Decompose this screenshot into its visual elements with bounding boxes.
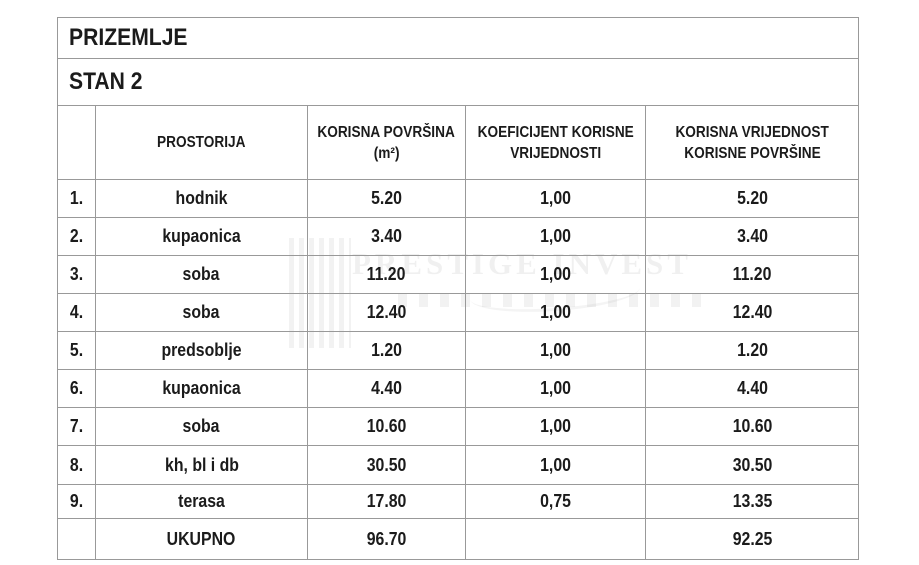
- row-index: 4.: [57, 293, 96, 332]
- row-value: 10.60: [644, 407, 860, 446]
- unit-title-cell: STAN 2: [56, 58, 860, 106]
- floor-title-cell: PRIZEMLJE: [56, 17, 860, 59]
- table-row: 8. kh, bl i db 30.50 1,00 30.50: [57, 445, 860, 485]
- floor-title: PRIZEMLJE: [69, 24, 188, 51]
- row-room: kupaonica: [95, 217, 308, 256]
- row-index: 2.: [57, 217, 96, 256]
- total-row: UKUPNO 96.70 92.25: [57, 518, 860, 560]
- row-index: 1.: [57, 179, 96, 218]
- row-coefficient: 1,00: [465, 293, 646, 332]
- table-row: 1. hodnik 5.20 1,00 5.20: [57, 179, 860, 218]
- table-row: 2. kupaonica 3.40 1,00 3.40: [57, 217, 860, 256]
- row-area: 30.50: [307, 445, 466, 485]
- col-header-value: KORISNA VRIJEDNOST KORISNE POVRŠINE: [644, 105, 860, 180]
- row-room: hodnik: [95, 179, 308, 218]
- total-label: UKUPNO: [95, 518, 308, 560]
- row-room: kupaonica: [95, 369, 308, 408]
- row-value: 13.35: [644, 484, 860, 519]
- row-coefficient: 1,00: [465, 331, 646, 370]
- row-value: 3.40: [644, 217, 860, 256]
- area-table: PRIZEMLJE STAN 2 PROSTORIJA KORISNA POVR…: [56, 17, 860, 560]
- col-header-coefficient: KOEFICIJENT KORISNE VRIJEDNOSTI: [465, 105, 646, 180]
- row-index: 7.: [57, 407, 96, 446]
- table-row: 5. predsoblje 1.20 1,00 1.20: [57, 331, 860, 370]
- table-row: 9. terasa 17.80 0,75 13.35: [57, 484, 860, 519]
- row-area: 3.40: [307, 217, 466, 256]
- row-coefficient: 1,00: [465, 407, 646, 446]
- table-row: 3. soba 11.20 1,00 11.20: [57, 255, 860, 294]
- row-coefficient: 1,00: [465, 179, 646, 218]
- floor-title-row: PRIZEMLJE: [56, 17, 860, 59]
- unit-title: STAN 2: [69, 68, 143, 95]
- row-coefficient: 1,00: [465, 255, 646, 294]
- row-coefficient: 1,00: [465, 445, 646, 485]
- row-room: soba: [95, 293, 308, 332]
- column-header-row: PROSTORIJA KORISNA POVRŠINA (m²) KOEFICI…: [57, 105, 860, 180]
- row-area: 5.20: [307, 179, 466, 218]
- row-value: 30.50: [644, 445, 860, 485]
- col-header-room: PROSTORIJA: [95, 105, 308, 180]
- table-row: 6. kupaonica 4.40 1,00 4.40: [57, 369, 860, 408]
- row-room: kh, bl i db: [95, 445, 308, 485]
- row-index: 9.: [57, 484, 96, 519]
- col-header-area: KORISNA POVRŠINA (m²): [307, 105, 466, 180]
- row-coefficient: 1,00: [465, 369, 646, 408]
- row-index: 6.: [57, 369, 96, 408]
- row-index: 8.: [57, 445, 96, 485]
- total-index-cell: [57, 518, 96, 560]
- total-coefficient: [465, 518, 646, 560]
- row-coefficient: 0,75: [465, 484, 646, 519]
- row-area: 11.20: [307, 255, 466, 294]
- unit-title-row: STAN 2: [56, 58, 860, 106]
- row-room: soba: [95, 255, 308, 294]
- row-value: 1.20: [644, 331, 860, 370]
- table-row: 4. soba 12.40 1,00 12.40: [57, 293, 860, 332]
- row-value: 11.20: [644, 255, 860, 294]
- row-value: 12.40: [644, 293, 860, 332]
- total-value: 92.25: [644, 518, 860, 560]
- row-room: predsoblje: [95, 331, 308, 370]
- row-coefficient: 1,00: [465, 217, 646, 256]
- row-area: 4.40: [307, 369, 466, 408]
- row-value: 4.40: [644, 369, 860, 408]
- col-header-index: [57, 105, 96, 180]
- row-area: 17.80: [307, 484, 466, 519]
- row-area: 1.20: [307, 331, 466, 370]
- row-area: 10.60: [307, 407, 466, 446]
- row-index: 5.: [57, 331, 96, 370]
- row-area: 12.40: [307, 293, 466, 332]
- total-area: 96.70: [307, 518, 466, 560]
- row-room: terasa: [95, 484, 308, 519]
- row-index: 3.: [57, 255, 96, 294]
- row-room: soba: [95, 407, 308, 446]
- table-row: 7. soba 10.60 1,00 10.60: [57, 407, 860, 446]
- row-value: 5.20: [644, 179, 860, 218]
